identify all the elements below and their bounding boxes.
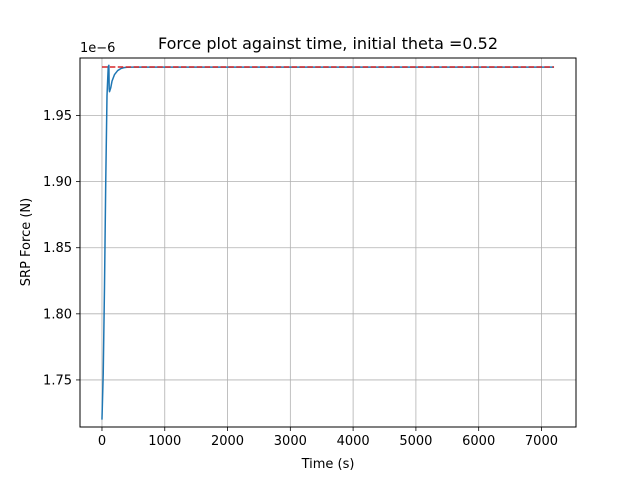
x-tick-label: 4000 [337, 434, 370, 449]
x-tick-label: 3000 [274, 434, 307, 449]
x-tick-label: 0 [98, 434, 106, 449]
x-tick-label: 1000 [148, 434, 181, 449]
y-offset-text: 1e−6 [80, 41, 115, 56]
x-tick-label: 2000 [211, 434, 244, 449]
y-axis-label: SRP Force (N) [19, 198, 34, 286]
plot-frame [79, 57, 577, 428]
grid-layer [80, 58, 576, 427]
y-tick-label: 1.80 [43, 307, 72, 322]
x-tick-label: 5000 [399, 434, 432, 449]
x-tick-label: 6000 [462, 434, 495, 449]
y-tick-label: 1.85 [43, 241, 72, 256]
y-tick-label: 1.90 [43, 175, 72, 190]
y-tick-label: 1.75 [43, 373, 72, 388]
x-tick-label: 7000 [525, 434, 558, 449]
y-tick-label: 1.95 [43, 109, 72, 124]
x-axis-label: Time (s) [301, 457, 355, 472]
series-layer [101, 64, 555, 420]
chart-title: Force plot against time, initial theta =… [158, 34, 498, 53]
tick-layer: 0 1000 2000 3000 4000 5000 6000 7000 1.75 1.80 1.8… [43, 109, 558, 449]
